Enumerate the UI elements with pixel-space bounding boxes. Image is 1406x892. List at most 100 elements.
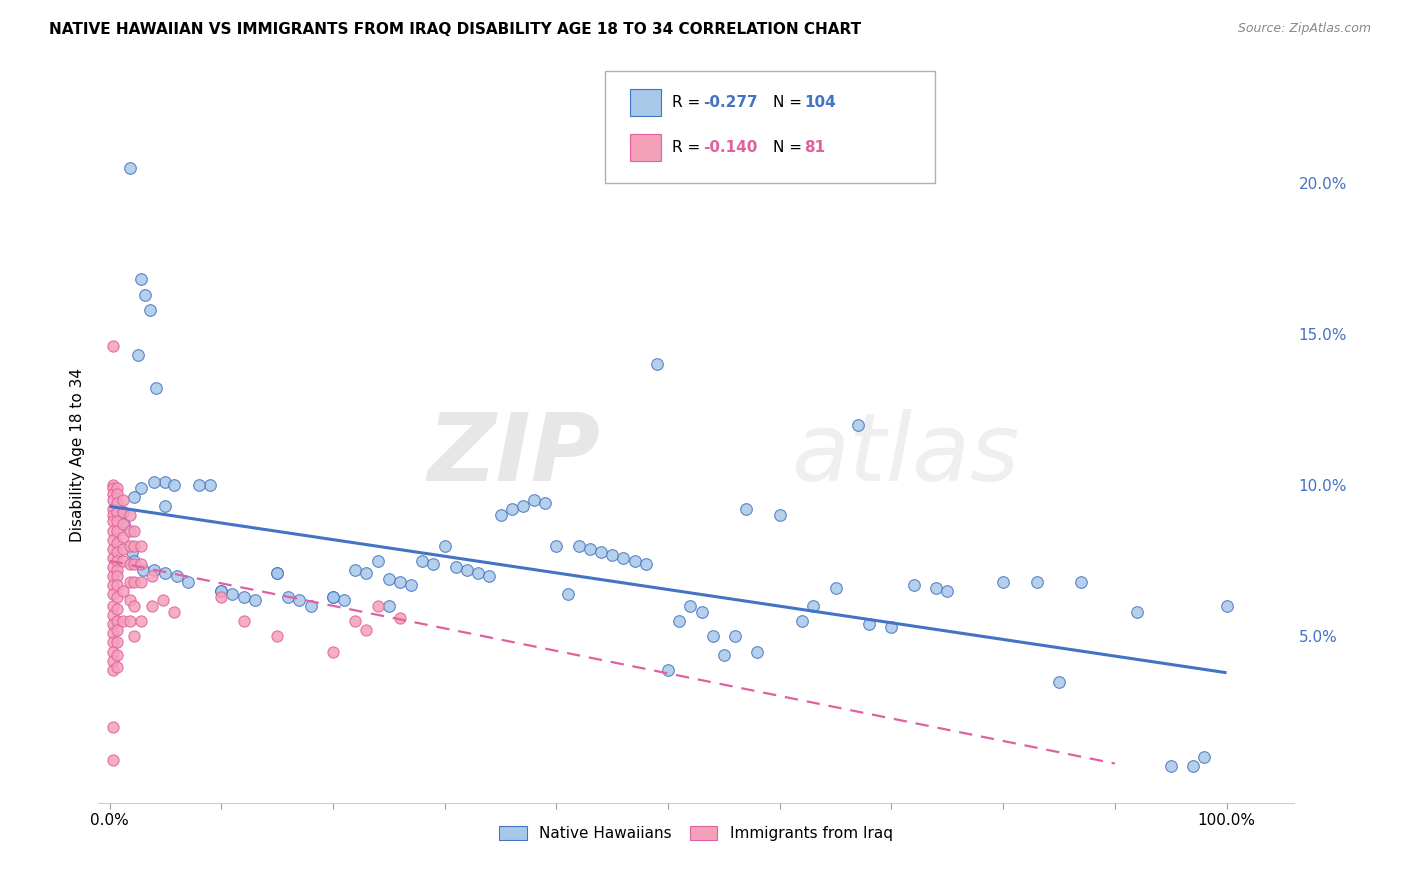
Point	[155, 566, 177, 580]
Point	[101, 524, 124, 538]
Point	[101, 569, 124, 583]
Point	[936, 584, 959, 599]
Point	[344, 615, 367, 629]
Point	[546, 539, 568, 553]
Point	[735, 502, 758, 516]
Point	[155, 475, 177, 490]
Point	[163, 478, 186, 492]
Point	[333, 593, 356, 607]
Point	[356, 566, 378, 580]
Point	[467, 566, 489, 580]
Point	[668, 615, 690, 629]
Point	[713, 648, 735, 662]
Point	[107, 578, 129, 592]
Point	[824, 581, 846, 595]
Point	[118, 557, 141, 571]
Point	[702, 629, 724, 643]
Point	[163, 605, 186, 619]
Point	[534, 496, 557, 510]
Point	[122, 539, 145, 553]
Point	[118, 539, 141, 553]
Point	[880, 620, 903, 634]
Point	[129, 615, 152, 629]
Point	[145, 381, 167, 395]
Point	[589, 545, 612, 559]
Point	[101, 663, 124, 677]
Point	[107, 624, 129, 638]
Point	[456, 563, 478, 577]
Point	[101, 626, 124, 640]
Point	[645, 357, 668, 371]
Point	[266, 566, 288, 580]
Point	[299, 599, 322, 614]
Point	[512, 500, 534, 514]
Point	[111, 584, 134, 599]
Point	[747, 644, 769, 658]
Point	[129, 539, 152, 553]
Point	[1047, 674, 1070, 689]
Point	[356, 624, 378, 638]
Point	[101, 617, 124, 632]
Point	[388, 574, 411, 589]
Point	[111, 541, 134, 556]
Point	[127, 348, 149, 362]
Point	[111, 505, 134, 519]
Point	[101, 550, 124, 565]
Point	[846, 417, 869, 432]
Point	[378, 572, 401, 586]
Point	[568, 539, 591, 553]
Point	[101, 754, 124, 768]
Point	[118, 524, 141, 538]
Point	[129, 272, 152, 286]
Point	[1215, 599, 1237, 614]
Point	[121, 545, 143, 559]
Point	[177, 574, 200, 589]
Point	[411, 554, 433, 568]
Point	[107, 505, 129, 519]
Point	[122, 557, 145, 571]
Point	[1126, 605, 1149, 619]
Point	[600, 548, 623, 562]
Point	[122, 490, 145, 504]
Point	[489, 508, 512, 523]
Point	[101, 515, 124, 529]
Text: R =: R =	[672, 95, 706, 110]
Point	[122, 629, 145, 643]
Point	[118, 574, 141, 589]
Point	[388, 611, 411, 625]
Point	[903, 578, 925, 592]
Text: atlas: atlas	[792, 409, 1019, 500]
Point	[679, 599, 702, 614]
Point	[118, 508, 141, 523]
Point	[101, 339, 124, 353]
Point	[277, 590, 299, 604]
Point	[143, 475, 166, 490]
Point	[801, 599, 824, 614]
Point	[107, 481, 129, 495]
Point	[101, 559, 124, 574]
Point	[101, 481, 124, 495]
Point	[107, 615, 129, 629]
Point	[378, 599, 401, 614]
Point	[266, 629, 288, 643]
Point	[118, 615, 141, 629]
Point	[232, 590, 254, 604]
Point	[925, 581, 948, 595]
Text: -0.140: -0.140	[703, 140, 758, 154]
Point	[690, 605, 713, 619]
Text: 104: 104	[804, 95, 837, 110]
Point	[858, 617, 880, 632]
Point	[101, 635, 124, 649]
Point	[634, 557, 657, 571]
Point	[132, 563, 155, 577]
Point	[322, 590, 344, 604]
Point	[579, 541, 602, 556]
Point	[101, 644, 124, 658]
Point	[243, 593, 266, 607]
Point	[101, 502, 124, 516]
Point	[107, 496, 129, 510]
Text: Source: ZipAtlas.com: Source: ZipAtlas.com	[1237, 22, 1371, 36]
Point	[107, 524, 129, 538]
Point	[790, 615, 813, 629]
Text: -0.277: -0.277	[703, 95, 758, 110]
